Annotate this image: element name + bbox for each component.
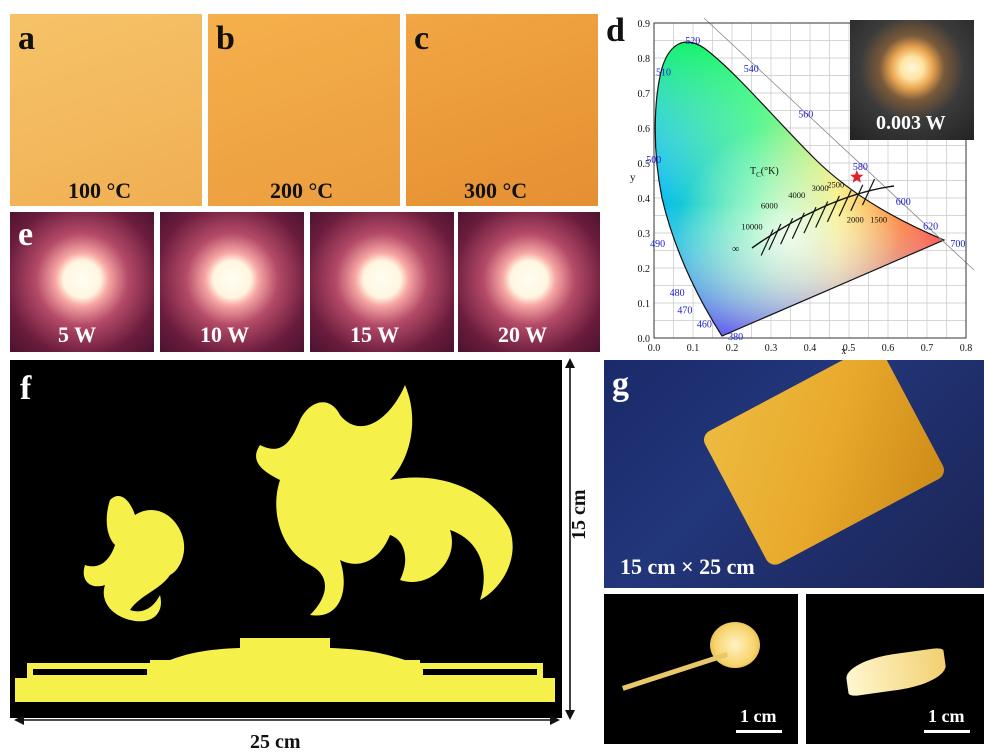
rose-stem [622, 652, 729, 691]
cie-marker-star [850, 170, 864, 183]
diagonal-line [703, 17, 975, 271]
wavelength-label-600: 600 [896, 197, 911, 208]
infinity-label: ∞ [732, 244, 739, 255]
panel-e-led-20w: 20 W [458, 212, 600, 352]
x-tick-label: 0.8 [960, 343, 973, 354]
y-tick-label: 0.3 [638, 229, 651, 240]
y-tick-label: 0.9 [638, 19, 651, 30]
panel-label-e: e [18, 216, 34, 253]
y-tick-label: 0.7 [638, 89, 651, 100]
y-tick-label: 0.6 [638, 124, 651, 135]
scale-label-right: 1 cm [928, 706, 965, 726]
y-tick-label: 0.2 [638, 264, 651, 275]
y-tick-label: 0.0 [638, 334, 651, 345]
wavelength-label-520: 520 [685, 36, 700, 47]
x-tick-label: 0.6 [882, 343, 895, 354]
panel-e-led-10w: 10 W [160, 212, 304, 352]
cct-label-6000: 6000 [761, 201, 778, 211]
leaf-shape [843, 647, 949, 697]
plot-frame [653, 22, 967, 339]
phoenix-artwork [15, 385, 555, 702]
wavelength-label-510: 510 [656, 68, 671, 79]
wavelength-label-500: 500 [646, 155, 661, 166]
panel-e-led-5w: e 5 W [10, 212, 154, 352]
scale-bar-left [736, 730, 782, 733]
x-tick-label: 0.0 [648, 343, 661, 354]
x-tick-label: 0.5 [843, 343, 856, 354]
x-tick-label: 0.4 [804, 343, 817, 354]
inset-led-photo: 0.003 W [850, 20, 974, 140]
width-label: 25 cm [250, 731, 301, 753]
wavelength-label-480: 480 [670, 288, 685, 299]
panel-e-led-15w: 15 W [310, 212, 454, 352]
planckian-locus [751, 185, 895, 249]
cie-axes: 0.0 0.1 0.2 0.3 0.4 0.5 0.6 0.7 0.8 0.0 0.1 0.2 0.3 0… [630, 19, 972, 356]
y-tick-label: 0.5 [638, 159, 651, 170]
wavelength-label-580: 580 [853, 162, 868, 173]
cct-label-10000: 10000 [741, 222, 762, 232]
panel-label-b: b [216, 20, 235, 57]
cct-label-1500: 1500 [870, 215, 887, 225]
scale-bar-right [924, 730, 970, 733]
wavelength-label-470: 470 [677, 306, 692, 317]
x-tick-label: 0.2 [726, 343, 739, 354]
panel-label-a: a [18, 20, 35, 57]
power-label-5w: 5 W [58, 322, 97, 347]
x-axis-label: x [841, 346, 846, 356]
panel-label-f: f [20, 370, 32, 407]
x-tick-label: 0.1 [687, 343, 700, 354]
panel-f-dimension-arrows [14, 358, 575, 725]
temp-label-a: 100 °C [68, 178, 132, 203]
rose-flower [710, 622, 760, 668]
wavelength-label-540: 540 [744, 64, 759, 75]
panel-label-c: c [414, 20, 430, 57]
panel-b-film-200c: b 200 °C [208, 14, 400, 206]
cct-label-2000: 2000 [847, 215, 864, 225]
spectral-locus [654, 41, 946, 337]
panel-f-phoenix-pattern: f [10, 360, 562, 718]
wavelength-label-460: 460 [697, 320, 712, 331]
panel-label-g: g [612, 366, 629, 403]
y-tick-label: 0.4 [638, 194, 651, 205]
x-tick-label: 0.3 [765, 343, 778, 354]
panel-a-film-100c: a 100 °C [10, 14, 202, 206]
film-size-label: 15 cm × 25 cm [620, 554, 755, 579]
y-tick-label: 0.8 [638, 54, 651, 65]
wavelength-label-560: 560 [798, 110, 813, 121]
power-label-10w: 10 W [200, 322, 250, 347]
wavelength-label-490: 490 [650, 239, 665, 250]
scale-label-left: 1 cm [740, 706, 777, 726]
cct-label-3000: 3000 [812, 183, 829, 193]
panel-g-flexible-film: g 15 cm × 25 cm [604, 360, 984, 588]
temp-label-b: 200 °C [270, 178, 334, 203]
panel-c-film-300c: c 300 °C [406, 14, 598, 206]
temp-label-c: 300 °C [464, 178, 528, 203]
wavelength-label-620: 620 [923, 222, 938, 233]
cct-label-4000: 4000 [788, 190, 805, 200]
height-label: 15 cm [568, 489, 590, 540]
power-label-15w: 15 W [350, 322, 400, 347]
cct-label-2500: 2500 [827, 180, 844, 190]
inset-power-label: 0.003 W [876, 112, 946, 134]
iso-temperature-lines [760, 178, 876, 256]
power-label-20w: 20 W [498, 322, 548, 347]
wavelength-label-700: 700 [950, 239, 965, 250]
x-tick-label: 0.7 [921, 343, 934, 354]
panel-d-cie-diagram: 0.0 0.1 0.2 0.3 0.4 0.5 0.6 0.7 0.8 0.0 0.1 0.2 0.3 0… [604, 8, 984, 356]
wavelength-label-380: 380 [728, 332, 743, 343]
panel-g-rose: 1 cm [604, 594, 798, 744]
panel-label-d: d [606, 12, 625, 49]
tc-label: TC(°K) [750, 166, 779, 179]
y-tick-label: 0.1 [638, 299, 651, 310]
film-roll [700, 360, 948, 569]
y-axis-label: y [630, 172, 636, 184]
panel-g-leaf: 1 cm [806, 594, 984, 744]
